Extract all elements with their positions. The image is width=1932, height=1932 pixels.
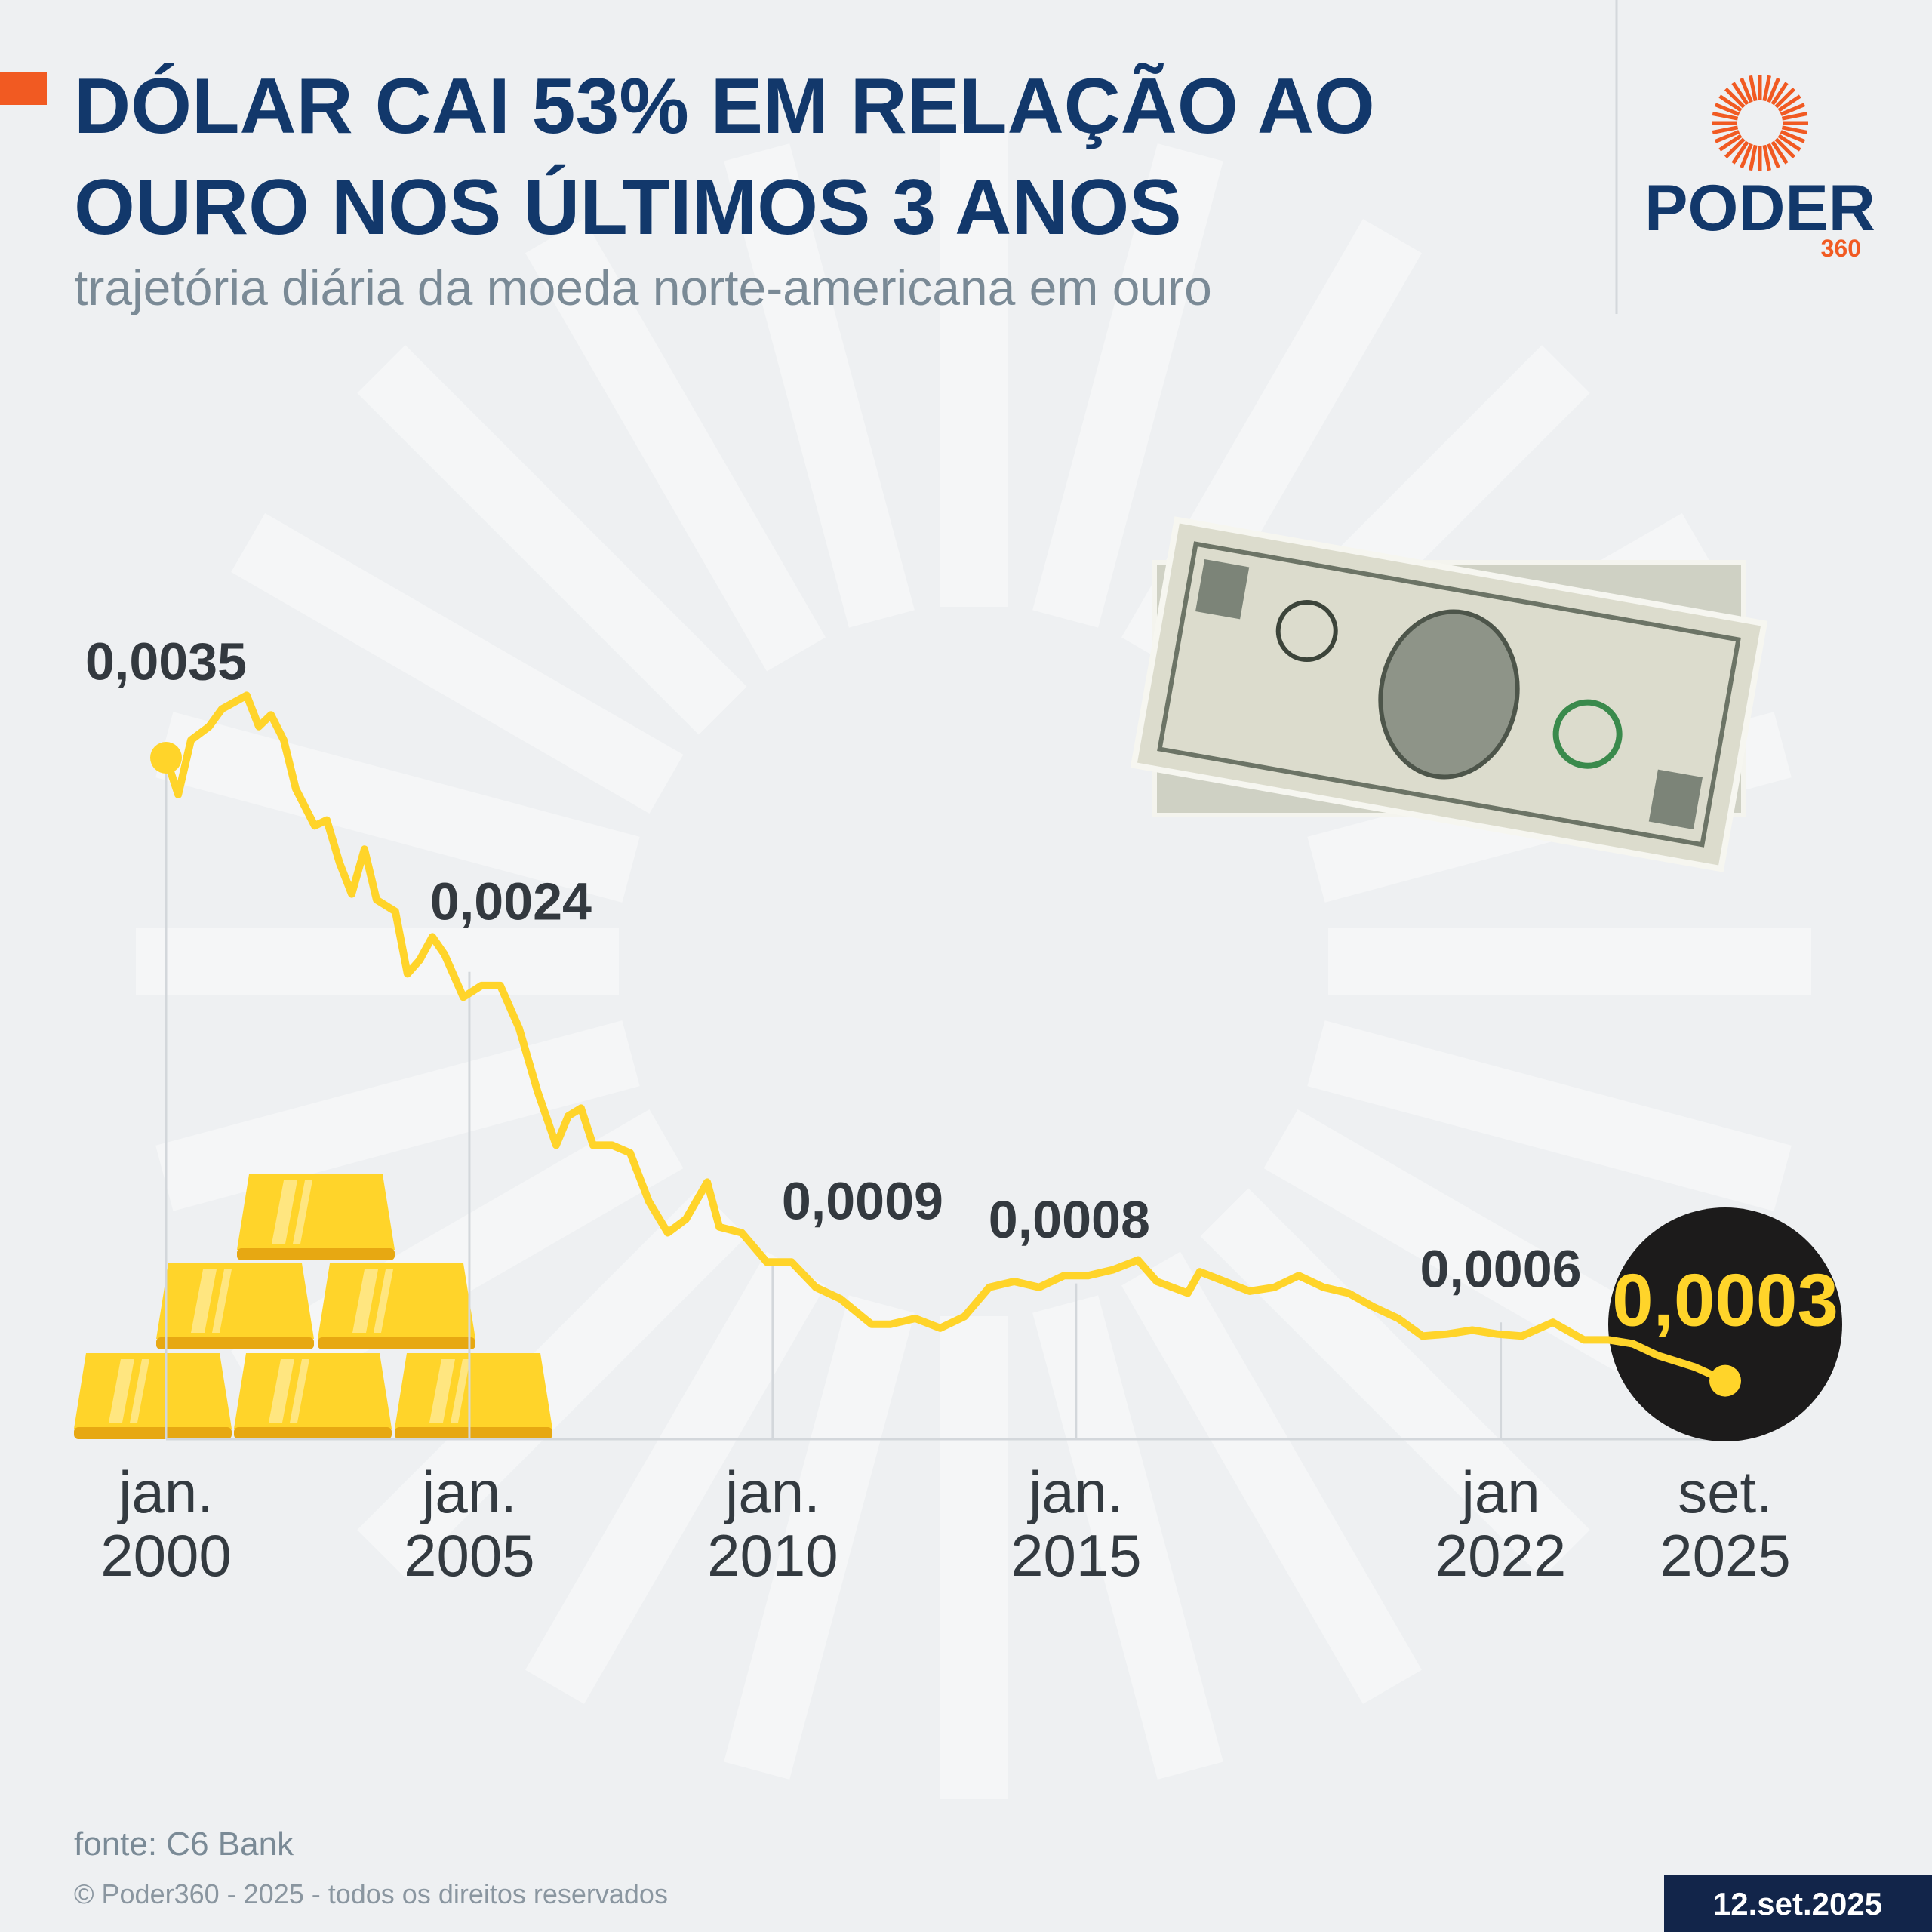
title-line: OURO NOS ÚLTIMOS 3 ANOS <box>74 164 1182 251</box>
value-label: 0,0008 <box>989 1190 1150 1249</box>
ray <box>155 1020 640 1211</box>
sun-ray <box>1749 75 1758 102</box>
sun-ray <box>1762 75 1771 102</box>
sun-ray <box>1740 143 1753 169</box>
value-label: 0,0003 <box>1612 1258 1838 1341</box>
sun-ray <box>1714 130 1740 143</box>
value-label: 0,0024 <box>430 872 592 931</box>
sun-ray <box>1774 87 1796 109</box>
sun-ray <box>1724 137 1746 159</box>
ray <box>136 928 619 995</box>
line <box>162 691 1729 1385</box>
sun-ray <box>1777 134 1801 152</box>
ray <box>1263 1109 1716 1410</box>
end-dot <box>1709 1364 1741 1397</box>
sun-ray <box>1781 112 1808 121</box>
sun-ray <box>1781 125 1808 134</box>
end-dot <box>150 742 182 774</box>
sun-ray <box>1780 130 1806 143</box>
ray <box>940 1316 1008 1799</box>
sun-ray <box>1749 144 1758 171</box>
ray <box>724 1295 915 1780</box>
accent-mark <box>0 72 47 105</box>
sun-ray <box>1712 125 1739 134</box>
ray <box>724 143 915 628</box>
sun-ray <box>1774 137 1796 159</box>
ray <box>1307 1020 1792 1211</box>
sun-ray <box>1718 134 1743 152</box>
highlight-circle <box>1608 1208 1842 1441</box>
sun-ray <box>1762 144 1771 171</box>
logo-number: 360 <box>1821 235 1861 262</box>
ray <box>357 1188 747 1578</box>
ray <box>155 712 640 903</box>
sun-ray <box>1731 140 1749 165</box>
ray <box>1121 1251 1422 1704</box>
x-tick-label: jan. 2010 <box>707 1459 838 1589</box>
x-tick-label: jan. 2005 <box>404 1459 535 1589</box>
ray <box>231 513 684 814</box>
value-label: 0,0035 <box>85 632 247 691</box>
x-tick-label: jan. 2000 <box>100 1459 232 1589</box>
subtitle: trajetória diária da moeda norte-america… <box>74 260 1212 315</box>
sun-ray <box>1770 82 1789 106</box>
ray <box>1032 143 1223 628</box>
copyright: © Poder360 - 2025 - todos os direitos re… <box>74 1878 668 1909</box>
sun-ray <box>1724 87 1746 109</box>
ray <box>525 219 826 672</box>
source: fonte: C6 Bank <box>74 1826 294 1863</box>
date: 12.set.2025 <box>1713 1886 1882 1921</box>
x-tick-label: set. 2025 <box>1660 1459 1791 1589</box>
sun-ray <box>1714 103 1740 116</box>
sun-ray <box>1718 94 1743 112</box>
ray <box>357 345 747 735</box>
ray <box>525 1251 826 1704</box>
value-label: 0,0006 <box>1420 1240 1582 1299</box>
dollar-bills <box>1130 516 1768 872</box>
sun-ray <box>1780 103 1806 116</box>
ray <box>1032 1295 1223 1780</box>
sun-ray <box>1777 94 1801 112</box>
x-tick-label: jan. 2015 <box>1011 1459 1142 1589</box>
sun-ray <box>1740 77 1753 103</box>
sun-ray <box>1770 140 1789 165</box>
title-line: DÓLAR CAI 53% EM RELAÇÃO AO <box>74 63 1375 150</box>
sun-ray <box>1731 82 1749 106</box>
date-badge <box>1664 1875 1932 1932</box>
sun-ray <box>1767 77 1780 103</box>
value-label: 0,0009 <box>782 1171 943 1230</box>
logo-sun <box>1712 75 1808 171</box>
sun-ray <box>1767 143 1780 169</box>
x-tick-label: jan 2022 <box>1435 1459 1567 1589</box>
sun-ray <box>1712 112 1739 121</box>
ray <box>1200 1188 1590 1578</box>
logo-name: PODER <box>1644 172 1875 245</box>
ray <box>1328 928 1811 995</box>
ray <box>940 124 1008 607</box>
